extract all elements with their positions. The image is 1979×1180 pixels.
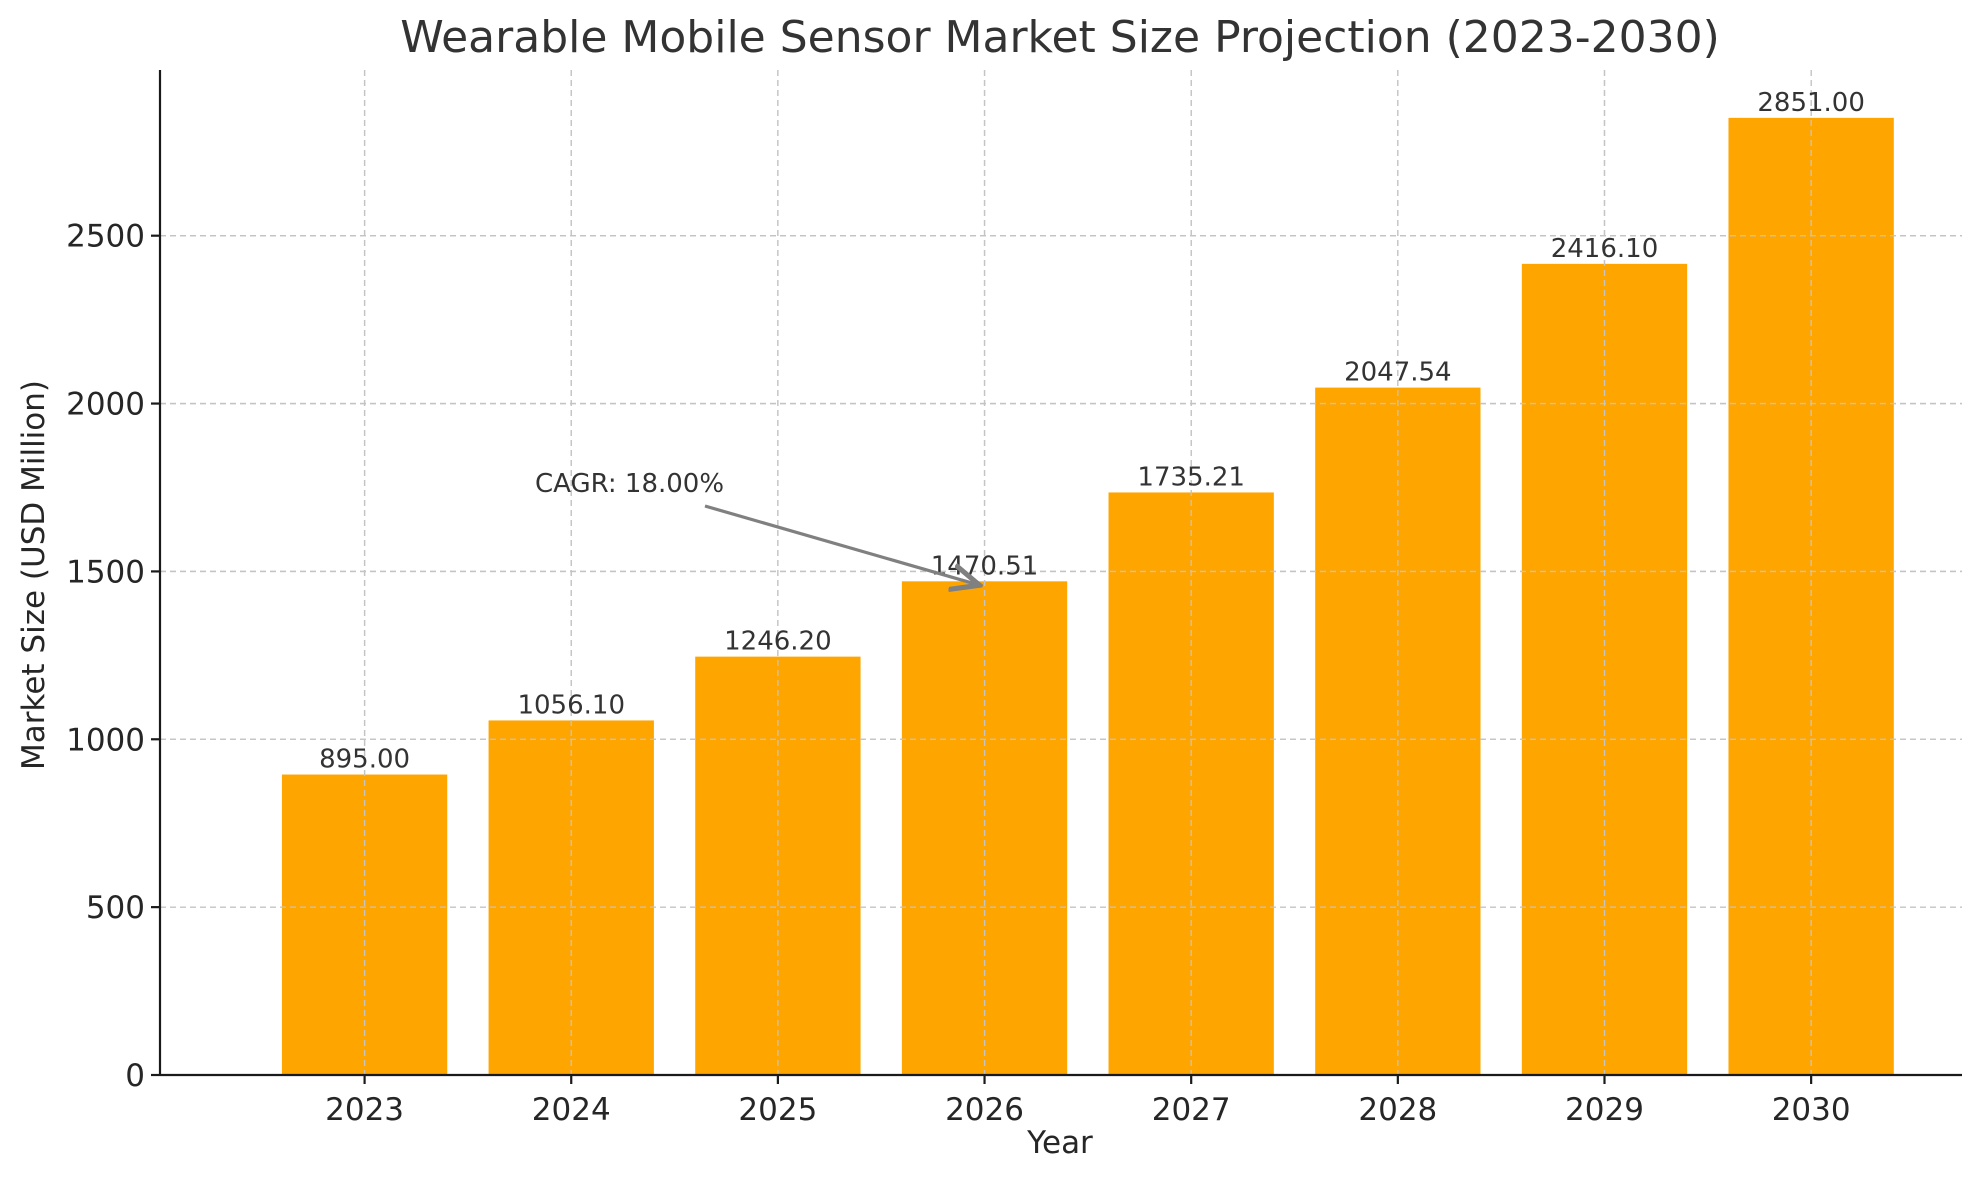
- axes: [151, 70, 1962, 1084]
- data-label: 1246.20: [724, 627, 832, 657]
- y-tick-label: 1000: [66, 722, 145, 758]
- data-label: 1056.10: [517, 690, 625, 720]
- data-label: 895.00: [319, 745, 410, 775]
- x-tick-label: 2025: [738, 1092, 817, 1128]
- cagr-arrow: [704, 504, 977, 584]
- y-tick-label: 0: [125, 1058, 145, 1094]
- x-tick-label: 2023: [325, 1092, 404, 1128]
- data-label: 1735.21: [1137, 462, 1245, 492]
- bar-2029: [1521, 263, 1688, 1075]
- chart-title: Wearable Mobile Sensor Market Size Proje…: [400, 12, 1720, 63]
- y-tick-label: 500: [86, 890, 145, 926]
- y-axis-title: Market Size (USD Million): [16, 380, 52, 770]
- cagr-annotation: CAGR: 18.00%: [535, 469, 724, 499]
- data-label: 2416.10: [1551, 234, 1659, 264]
- y-tick-label: 1500: [66, 554, 145, 590]
- x-tick-label: 2028: [1358, 1092, 1437, 1128]
- x-tick-label: 2027: [1152, 1092, 1231, 1128]
- x-tick-label: 2030: [1772, 1092, 1851, 1128]
- x-tick-label: 2026: [945, 1092, 1024, 1128]
- x-tick-label: 2024: [532, 1092, 611, 1128]
- bars: [281, 117, 1894, 1076]
- labels: 0 500 1000 1500 2000 2500 895.00 2023 1056.10 202…: [66, 88, 1865, 1128]
- x-axis-title: Year: [1026, 1125, 1093, 1161]
- x-tick-label: 2029: [1565, 1092, 1644, 1128]
- y-tick-label: 2000: [66, 387, 145, 423]
- data-label: 2047.54: [1344, 358, 1452, 388]
- y-tick-label: 2500: [66, 219, 145, 255]
- data-label: 2851.00: [1757, 88, 1865, 118]
